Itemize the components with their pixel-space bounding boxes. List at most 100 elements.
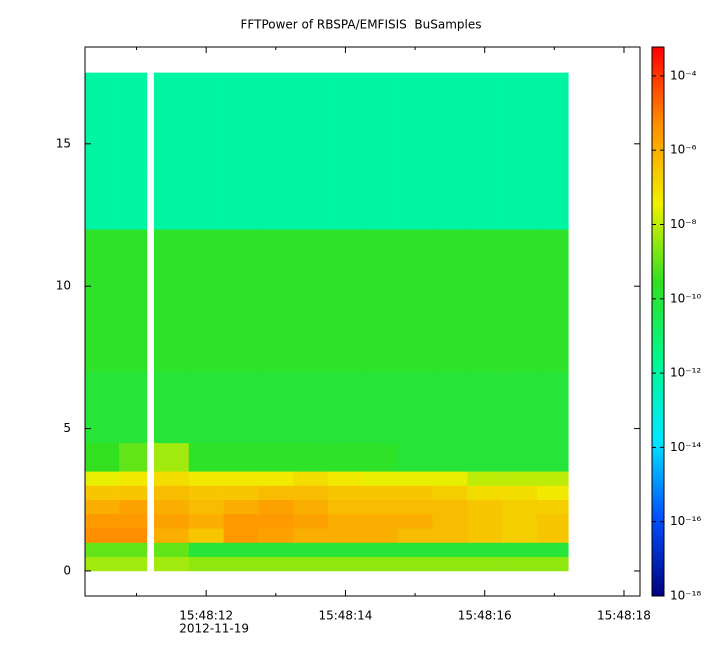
heatmap-cell [536,371,569,444]
heatmap-cell [362,528,398,543]
heatmap-cell [293,442,329,472]
heatmap-cell [502,485,538,501]
heatmap-cell [536,442,569,472]
heatmap-cell [397,499,433,515]
colorbar-tick-label: 10⁻¹⁶ [670,514,701,528]
heatmap-cell [119,471,148,486]
heatmap-cell [502,542,538,558]
heatmap-cell [362,72,398,173]
heatmap-cell [188,471,224,486]
heatmap-cell [223,528,259,543]
heatmap-cell [188,556,224,572]
x-tick-label: 15:48:16 [458,609,512,623]
heatmap-cell [328,528,364,543]
heatmap-cell [85,528,120,543]
heatmap-cell [467,442,503,472]
heatmap-cell [223,72,259,173]
heatmap-cell [85,499,120,515]
heatmap-cell [362,172,398,230]
heatmap-cell [467,499,503,515]
heatmap-cell [293,528,329,543]
heatmap-cell [328,556,364,572]
heatmap-cell [328,485,364,501]
heatmap-cell [328,442,364,472]
heatmap-cell [85,513,120,529]
heatmap-cell [119,371,148,444]
heatmap-cell [293,499,329,515]
heatmap-cell [153,485,190,501]
date-label: 2012-11-19 [179,622,249,636]
y-tick-label: 5 [63,421,71,435]
heatmap-cell [153,172,190,230]
heatmap-cell [328,72,364,173]
heatmap-cell [293,542,329,558]
heatmap-cell [258,442,294,472]
heatmap-cell [119,172,148,230]
heatmap-cell [536,556,569,572]
heatmap-cell [119,528,148,543]
heatmap-cell [223,513,259,529]
heatmap-cell [397,528,433,543]
heatmap-cell [432,442,468,472]
y-tick-label: 15 [56,136,71,150]
heatmap-cell [188,229,224,372]
heatmap-cell [432,499,468,515]
heatmap-cell [502,499,538,515]
heatmap-cell [328,542,364,558]
heatmap-cell [223,542,259,558]
colorbar-tick-label: 10⁻¹⁸ [670,589,701,603]
heatmap-cell [502,72,538,173]
heatmap-cell [188,499,224,515]
heatmap-cell [536,485,569,501]
heatmap-cell [432,556,468,572]
heatmap-cell [397,471,433,486]
heatmap-cell [432,513,468,529]
heatmap-cell [467,172,503,230]
heatmap-cell [362,499,398,515]
heatmap-cell [85,442,120,472]
heatmap-cell [153,528,190,543]
chart-title: FFTPower of RBSPA/EMFISIS BuSamples [241,18,482,32]
heatmap-cell [85,471,120,486]
heatmap-cell [85,556,120,572]
heatmap-cell [188,442,224,472]
heatmap-cell [258,72,294,173]
heatmap-cell [397,513,433,529]
heatmap-cell [432,485,468,501]
heatmap-cell [119,499,148,515]
heatmap-cell [153,371,190,444]
heatmap-cell [362,556,398,572]
heatmap-cell [502,229,538,372]
heatmap-cell [502,371,538,444]
heatmap-cell [328,229,364,372]
heatmap-cell [153,229,190,372]
heatmap-cell [328,371,364,444]
heatmap-cell [467,513,503,529]
heatmap-cell [432,542,468,558]
heatmap-cell [502,528,538,543]
heatmap-cell [258,371,294,444]
heatmap-cell [293,172,329,230]
heatmap-cell [328,471,364,486]
heatmap-cell [188,528,224,543]
heatmap-cell [153,72,190,173]
heatmap-cell [188,542,224,558]
heatmap-cell [467,72,503,173]
heatmap-cell [536,172,569,230]
heatmap-cell [467,229,503,372]
heatmap-cell [397,72,433,173]
heatmap-cell [119,556,148,572]
heatmap-cell [258,485,294,501]
heatmap-cell [188,371,224,444]
heatmap-cell [502,471,538,486]
heatmap-cell [293,371,329,444]
heatmap-cell [85,229,120,372]
heatmap-cell [153,556,190,572]
heatmap-cell [223,471,259,486]
heatmap-cell [397,442,433,472]
heatmap-cell [85,72,120,173]
heatmap-cell [223,371,259,444]
heatmap-cell [258,513,294,529]
colorbar-tick-label: 10⁻¹⁰ [670,291,701,305]
